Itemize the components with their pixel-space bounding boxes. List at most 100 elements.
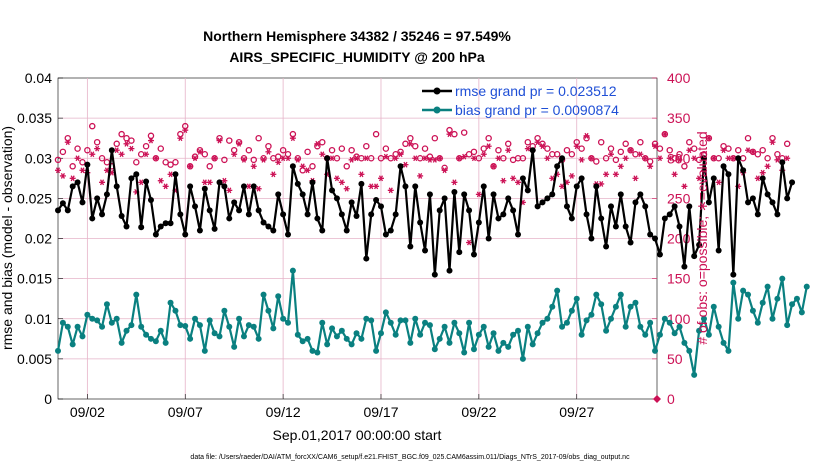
obs-evaluated-marker [358,171,365,178]
obs-evaluated-stroke [315,140,320,147]
obs-evaluated-marker [676,156,683,163]
legend-rmse-label: rmse grand pr = 0.023512 [455,83,617,99]
series-point [260,219,267,226]
obs-evaluated-marker [74,155,81,162]
legend-rmse-marker [433,87,441,95]
series-point [627,303,634,310]
series-point [515,231,522,238]
obs-evaluated-marker [157,177,164,184]
series-point [661,315,668,322]
series-point [691,253,698,260]
legend-bias-label: bias grand pr = 0.0090874 [455,102,619,118]
obs-possible-marker [725,145,732,152]
series-point [534,330,541,337]
series-point [236,315,243,322]
obs-evaluated-marker [573,143,580,150]
series-point [123,327,130,334]
series-point [397,163,404,170]
obs-possible-marker [79,159,86,166]
series-point [196,227,203,234]
series-point [152,338,159,345]
obs-possible-marker [98,154,106,162]
obs-possible-marker [201,150,209,158]
obs-possible-marker [754,150,762,158]
series-point [563,203,570,210]
obs-evaluated-marker [622,155,629,162]
obs-evaluated-stroke [643,155,648,162]
series-point [485,235,492,242]
left-tick-label: 0.01 [25,311,52,327]
obs-evaluated-stroke [281,155,286,162]
obs-possible-marker [524,138,532,146]
obs-evaluated-marker [686,147,693,154]
left-tick-label: 0.03 [25,150,52,166]
series-point [647,231,654,238]
series-point [280,315,287,322]
obs-evaluated-stroke [569,172,574,179]
y-axis-label-right: # of obs: o=possible; ∗=evaluated [694,131,710,344]
obs-possible-marker [133,159,140,166]
obs-possible-marker [470,148,478,156]
series-point [275,293,282,300]
series-point [187,183,194,190]
series-point [206,317,213,324]
series-point [59,200,66,207]
series-point [55,207,61,214]
obs-evaluated-stroke [276,159,281,166]
series-point [358,335,365,342]
series-point [529,147,536,154]
obs-evaluated-marker [524,145,531,152]
obs-possible-marker [118,130,125,138]
series-point [343,335,350,342]
obs-evaluated-stroke [471,155,477,162]
series-point [500,339,507,346]
obs-evaluated-marker [299,163,306,170]
series-point [774,295,781,302]
obs-evaluated-stroke [755,175,760,182]
obs-evaluated-stroke [760,169,765,176]
obs-evaluated-stroke [418,172,423,179]
obs-possible-marker [465,150,473,158]
obs-evaluated-marker [94,145,101,152]
series-point [250,183,257,190]
obs-possible-marker [485,134,492,142]
obs-evaluated-marker [363,155,370,162]
obs-possible-marker [309,163,316,170]
series-point [700,315,707,322]
series-point [627,239,634,246]
series-point [103,191,110,198]
series-point [754,211,761,218]
obs-evaluated-stroke [183,127,188,134]
obs-evaluated-stroke [217,137,222,144]
obs-possible-marker [162,159,169,166]
series-point [89,215,96,222]
series-point [549,303,556,310]
x-axis-label: Sep.01,2017 00:00:00 start [273,427,442,443]
series-point [231,343,238,350]
obs-evaluated-marker [314,140,321,147]
obs-evaluated-stroke [227,187,232,194]
obs-possible-marker [774,150,781,158]
series-point [64,207,71,214]
left-tick-label: 0 [44,391,52,407]
obs-evaluated-stroke [638,151,643,158]
obs-evaluated-stroke [329,155,335,162]
series-point [749,307,756,314]
obs-possible-marker [617,148,625,156]
series-point [686,203,693,210]
obs-possible-marker [553,150,561,158]
obs-evaluated-marker [79,167,86,174]
series-point [133,171,140,178]
series-point [147,335,154,342]
obs-evaluated-stroke [437,155,442,162]
series-point [226,215,233,222]
series-point [749,195,756,202]
obs-evaluated-stroke [770,139,775,146]
obs-possible-marker [279,146,287,154]
series-point [59,319,66,326]
obs-evaluated-marker [138,179,145,186]
series-point [441,195,448,202]
series-point [617,291,624,298]
obs-evaluated-stroke [422,155,428,162]
